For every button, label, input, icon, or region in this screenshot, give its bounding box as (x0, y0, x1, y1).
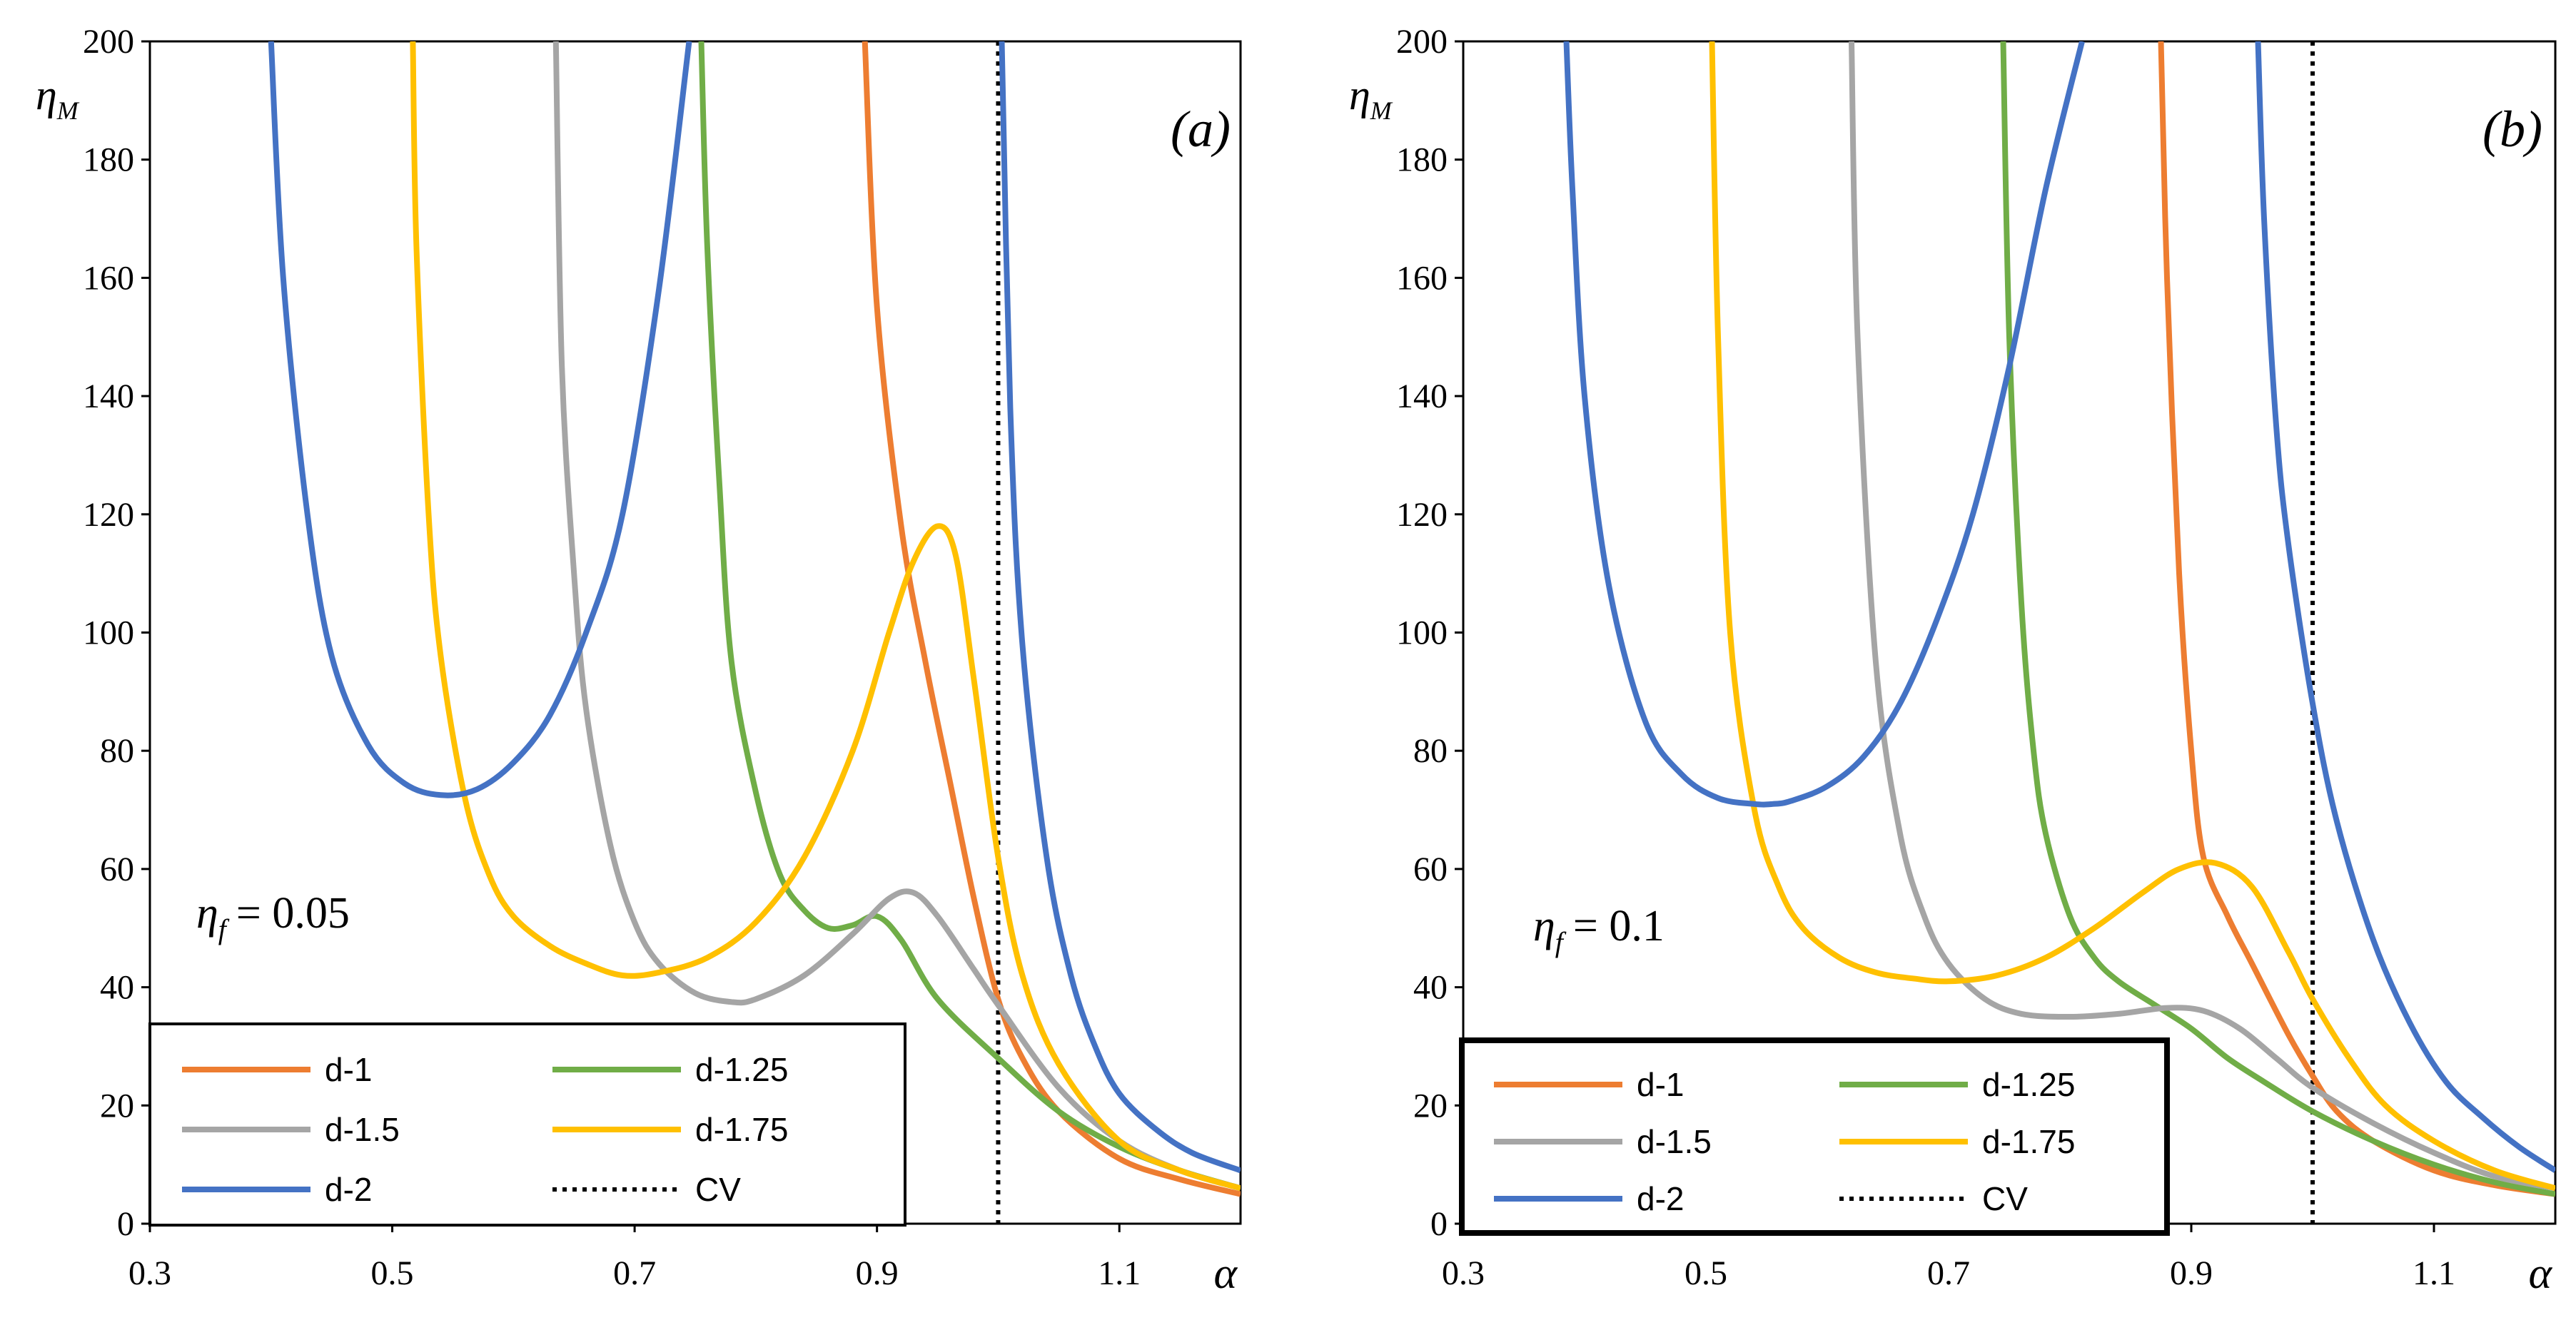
series-line-d-1.25 (698, 41, 1241, 1192)
y-tick-label: 80 (1413, 732, 1448, 770)
y-tick-label: 160 (83, 259, 134, 297)
y-axis-label: ηM (36, 71, 80, 125)
legend-label-d-1.75: d-1.75 (1982, 1123, 2075, 1160)
legend-label-d-1.25: d-1.25 (695, 1051, 788, 1088)
y-tick-label: 60 (1413, 851, 1448, 888)
y-tick-label: 200 (83, 23, 134, 61)
x-tick-label: 0.3 (128, 1254, 171, 1292)
legend-label-d-2: d-2 (325, 1171, 372, 1208)
legend-label-d-1.5: d-1.5 (325, 1111, 400, 1148)
y-axis-label-subscript: M (56, 96, 80, 125)
y-tick-label: 160 (1396, 259, 1448, 297)
chart-panel-a: 0 20 40 60 80 100 120 140 160 180 200 0.3 0.5 0.7 0.9 1… (36, 23, 1242, 1298)
series-line-d-1 (862, 41, 1241, 1197)
y-tick-label: 100 (83, 614, 134, 652)
y-axis-label-symbol: η (36, 71, 57, 118)
x-axis-label: α (2528, 1249, 2552, 1298)
series-line-d-2 (999, 41, 1241, 1174)
y-tick-label: 0 (117, 1205, 134, 1243)
series-line-d-1.75 (410, 41, 1241, 1192)
x-axis-label: α (1213, 1249, 1238, 1298)
series-line-d-1.25 (2000, 41, 2555, 1197)
y-tick-label: 40 (1413, 969, 1448, 1007)
legend-label-d-1.75: d-1.75 (695, 1111, 788, 1148)
eta-f-annotation: ηf = 0.1 (1533, 902, 1665, 958)
legend-label-d-1: d-1 (325, 1051, 372, 1088)
x-tick-label: 1.1 (1098, 1254, 1141, 1292)
annotation-value: = 0.1 (1573, 902, 1665, 950)
x-tick-label: 0.5 (1684, 1254, 1727, 1292)
y-tick-label: 180 (1396, 141, 1448, 179)
y-tick-label: 60 (100, 851, 134, 888)
y-tick-label: 100 (1396, 614, 1448, 652)
y-tick-label: 0 (1430, 1205, 1448, 1243)
y-tick-label: 20 (100, 1087, 134, 1125)
panel-label: (b) (2482, 101, 2542, 158)
legend-label-CV: CV (695, 1171, 741, 1208)
series-line-d-1.5 (552, 41, 1241, 1192)
series-line-d-1.75 (1709, 41, 2555, 1192)
y-tick-label: 180 (83, 141, 134, 179)
x-tick-label: 0.7 (1927, 1254, 1970, 1292)
x-tick-label: 0.7 (613, 1254, 656, 1292)
legend-label-d-2: d-2 (1637, 1180, 1684, 1217)
series-line-d-2 (2255, 41, 2555, 1173)
y-tick-label: 80 (100, 732, 134, 770)
y-tick-label: 120 (1396, 496, 1448, 534)
legend: d-1 d-1.25 d-1.5 d-1.75 d-2 CV (1459, 1037, 2170, 1236)
series-line-d-2 (268, 41, 692, 798)
legend: d-1 d-1.25 d-1.5 d-1.75 d-2 CV (148, 1022, 906, 1227)
legend-label-d-1: d-1 (1637, 1066, 1684, 1103)
legend-box (148, 1022, 906, 1227)
annotation-subscript: f (1555, 926, 1567, 958)
x-tick-label: 1.1 (2413, 1254, 2455, 1292)
panel-label: (a) (1171, 101, 1231, 158)
x-tick-label: 0.3 (1442, 1254, 1485, 1292)
series-line-d-1.5 (1849, 41, 2555, 1192)
x-tick-label: 0.9 (856, 1254, 899, 1292)
legend-label-d-1.25: d-1.25 (1982, 1066, 2075, 1103)
annotation-symbol: η (196, 889, 218, 938)
y-tick-label: 120 (83, 496, 134, 534)
annotation-subscript: f (218, 913, 230, 945)
x-tick-label: 0.9 (2170, 1254, 2213, 1292)
y-axis-label-symbol: η (1349, 71, 1370, 118)
eta-f-annotation: ηf = 0.05 (196, 889, 350, 945)
y-tick-label: 140 (1396, 377, 1448, 415)
y-tick-label: 20 (1413, 1087, 1448, 1125)
x-tick-label: 0.5 (371, 1254, 414, 1292)
series-line-d-2 (1563, 41, 2085, 808)
legend-label-CV: CV (1982, 1180, 2028, 1217)
y-tick-label: 40 (100, 969, 134, 1007)
annotation-symbol: η (1533, 902, 1555, 950)
annotation-value: = 0.05 (236, 889, 350, 938)
series-line-d-1 (2158, 41, 2555, 1197)
chart-panel-b: 0 20 40 60 80 100 120 140 160 180 200 0.3 0.5 0.7 0.9 1… (1349, 23, 2557, 1298)
y-tick-label: 200 (1396, 23, 1448, 61)
y-axis-label: ηM (1349, 71, 1393, 125)
y-axis-label-subscript: M (1370, 96, 1393, 125)
y-tick-label: 140 (83, 377, 134, 415)
legend-label-d-1.5: d-1.5 (1637, 1123, 1712, 1160)
